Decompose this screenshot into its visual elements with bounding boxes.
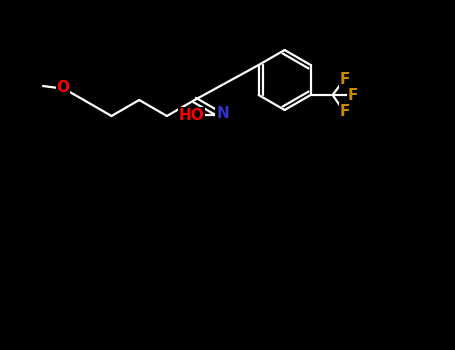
Text: HO: HO: [179, 108, 204, 123]
Text: N: N: [216, 106, 229, 121]
Text: F: F: [339, 104, 350, 119]
Text: F: F: [339, 72, 350, 88]
Text: O: O: [56, 80, 70, 96]
Text: F: F: [348, 88, 358, 103]
